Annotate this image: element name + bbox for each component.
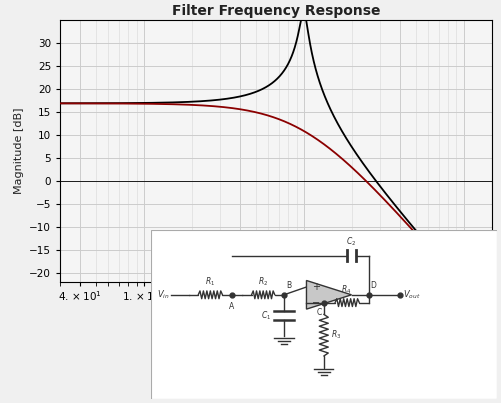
- Y-axis label: Magnitude [dB]: Magnitude [dB]: [14, 108, 24, 194]
- Text: $V_{out}$: $V_{out}$: [403, 289, 420, 301]
- Text: $V_{in}$: $V_{in}$: [157, 289, 169, 301]
- Text: A: A: [229, 302, 234, 311]
- FancyBboxPatch shape: [150, 230, 496, 399]
- Text: C: C: [316, 308, 322, 317]
- Text: $R_4$: $R_4$: [341, 283, 351, 296]
- Text: −: −: [311, 298, 319, 307]
- Text: D: D: [369, 281, 375, 290]
- Text: B: B: [286, 281, 291, 290]
- Text: $R_2$: $R_2$: [258, 276, 268, 288]
- Text: $C_2$: $C_2$: [346, 236, 356, 249]
- Polygon shape: [306, 280, 351, 309]
- Text: $R_1$: $R_1$: [205, 276, 215, 288]
- Text: +: +: [311, 282, 319, 292]
- Text: $R_3$: $R_3$: [330, 329, 340, 341]
- Text: $C_1$: $C_1$: [260, 310, 270, 322]
- Title: Filter Frequency Response: Filter Frequency Response: [171, 4, 380, 18]
